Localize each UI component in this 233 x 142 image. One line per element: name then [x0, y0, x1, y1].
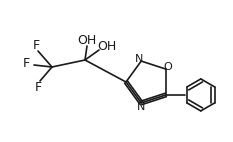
Text: F: F [32, 38, 40, 52]
Text: N: N [137, 102, 145, 112]
Text: F: F [22, 57, 30, 69]
Text: N: N [135, 54, 143, 64]
Text: OH: OH [77, 34, 97, 46]
Text: O: O [163, 62, 172, 72]
Text: OH: OH [97, 39, 117, 53]
Text: F: F [34, 81, 41, 93]
